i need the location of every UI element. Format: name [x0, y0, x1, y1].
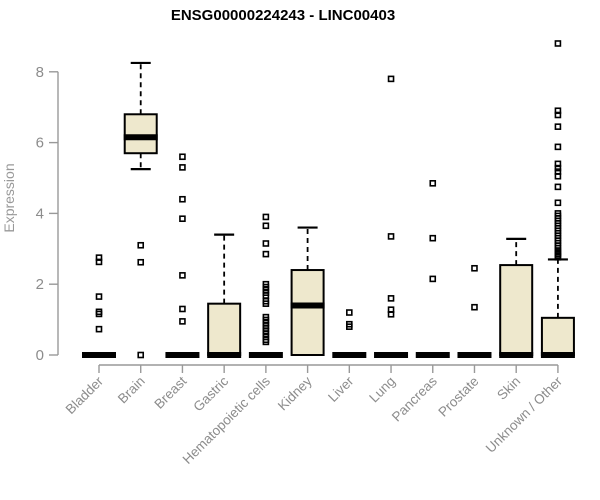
iqr-box [499, 264, 534, 357]
x-tick-label: Unknown / Other [483, 373, 566, 456]
outlier-point [554, 164, 562, 172]
box-group-brain [123, 61, 158, 359]
outlier-point [95, 293, 103, 300]
outlier-point [262, 338, 270, 346]
x-tick-label: Kidney [275, 373, 315, 413]
x-tick-label: Breast [151, 373, 189, 411]
outlier-point [262, 213, 270, 221]
outlier-point [179, 318, 186, 325]
outlier-point [554, 143, 562, 151]
outlier-point [179, 164, 186, 171]
outlier-point [554, 111, 562, 119]
outlier-point [179, 272, 186, 279]
outlier-point [179, 195, 186, 203]
outlier-point [429, 180, 437, 187]
outlier-point [554, 253, 562, 261]
outlier-point [95, 258, 103, 266]
outlier-point [554, 183, 562, 191]
outlier-point [429, 234, 437, 242]
outlier-point [262, 300, 270, 307]
box-group-prostate [457, 264, 492, 358]
box-group-bladder [82, 254, 116, 358]
outlier-point [471, 303, 478, 311]
x-tick-label: Pancreas [389, 373, 440, 424]
outlier-point [471, 264, 478, 272]
box-group-kidney [290, 226, 325, 357]
outlier-point [95, 310, 103, 318]
y-tick-label: 0 [36, 347, 44, 364]
iqr-box [207, 302, 242, 357]
outlier-point [387, 310, 395, 318]
outlier-point [554, 172, 562, 180]
x-tick-label: Gastric [190, 373, 231, 414]
outlier-point [262, 250, 270, 258]
y-axis-title: Expression [1, 163, 17, 233]
outlier-point [346, 309, 353, 316]
x-tick-label: Prostate [435, 374, 481, 420]
x-tick-label: Lung [366, 374, 398, 406]
x-tick-label: Brain [115, 374, 148, 407]
outlier-point [95, 325, 103, 333]
box-group-unknown-other [540, 40, 575, 358]
outlier-point [137, 241, 145, 249]
box-group-liver [332, 309, 367, 358]
box-group-hematopoietic-cells [248, 213, 283, 358]
box-group-breast [165, 153, 200, 358]
outlier-point [554, 40, 562, 47]
box-group-pancreas [415, 180, 450, 358]
iqr-box [290, 269, 325, 357]
outlier-point [137, 351, 145, 359]
outlier-point [554, 199, 562, 207]
x-tick-label: Liver [325, 373, 357, 405]
box-group-lung [374, 75, 409, 358]
iqr-box [540, 316, 575, 356]
box-group-skin [499, 237, 534, 358]
y-tick-label: 2 [36, 276, 44, 293]
y-tick-label: 4 [36, 205, 44, 222]
box-group-gastric [207, 233, 242, 358]
iqr-box [123, 113, 158, 155]
x-tick-label: Skin [494, 374, 523, 403]
outlier-point [179, 215, 186, 223]
outlier-point [262, 222, 270, 230]
outlier-point [346, 323, 353, 330]
y-tick-label: 8 [36, 64, 44, 81]
outlier-point [429, 275, 437, 283]
chart-title: ENSG00000224243 - LINC00403 [170, 7, 396, 24]
outlier-point [179, 305, 186, 313]
outlier-point [179, 153, 186, 161]
outlier-point [137, 258, 145, 266]
outlier-point [387, 233, 395, 240]
x-tick-label: Bladder [63, 373, 107, 417]
outlier-point [554, 123, 562, 130]
outlier-point [387, 295, 395, 302]
y-tick-label: 6 [36, 135, 44, 152]
outlier-point [262, 240, 270, 247]
outlier-point [387, 75, 395, 83]
